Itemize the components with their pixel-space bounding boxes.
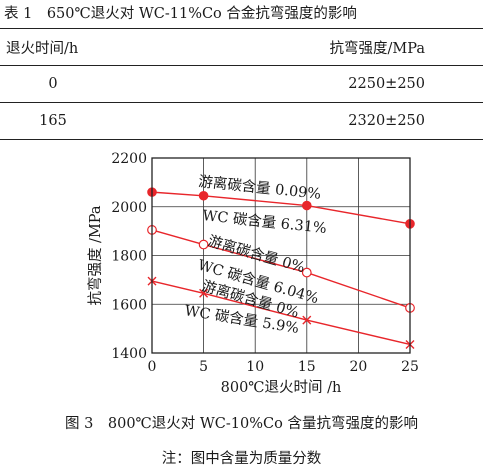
- series-line: [151, 229, 411, 309]
- column-header-bending-strength: 抗弯强度/MPa: [106, 28, 483, 66]
- table-row: 0 2250±250: [0, 65, 483, 103]
- y-axis-label: 抗弯强度 /MPa: [87, 205, 104, 305]
- data-point: [198, 239, 209, 250]
- data-point: [199, 288, 209, 298]
- x-tick-label: 20: [349, 359, 367, 375]
- figure-note: 注：图中含量为质量分数: [161, 451, 322, 467]
- x-axis-label: 800℃退火时间 /h: [221, 379, 342, 396]
- y-tick-label: 2000: [111, 200, 147, 216]
- x-tick-label: 10: [246, 359, 264, 375]
- data-point: [301, 267, 312, 278]
- table-row: 165 2320±250: [0, 102, 483, 140]
- bending-strength-chart: 游离碳含量 0.09%WC 碳含量 6.31%游离碳含量 0%WC 碳含量 6.…: [87, 151, 419, 396]
- figure-caption: 图 3 800℃退火对 WC-10%Co 含量抗弯强度的影响: [65, 416, 418, 432]
- series-annotation: WC 碳含量 6.31%: [202, 207, 328, 237]
- x-tick-label: 0: [148, 359, 157, 375]
- data-point: [302, 200, 312, 211]
- series-annotation: 游离碳含量 0.09%: [198, 173, 322, 203]
- table-cell-strength: 2320±250: [106, 102, 483, 140]
- data-point: [198, 190, 209, 201]
- data-table: 退火时间/h 抗弯强度/MPa 0 2250±250 165 2320±250: [0, 28, 483, 140]
- y-tick-label: 1600: [111, 297, 147, 313]
- x-tick-label: 5: [199, 359, 208, 375]
- series-line: [151, 191, 411, 225]
- table-cell-strength: 2250±250: [106, 65, 483, 103]
- x-tick-label: 15: [298, 359, 316, 375]
- table-header-row: 退火时间/h 抗弯强度/MPa: [0, 28, 483, 66]
- data-point: [302, 315, 312, 325]
- x-tick-label: 25: [401, 359, 419, 375]
- chart-axes: 1400 1600 1800 2000 2200 0 5 10 15 20 25 800℃退火时间 /…: [87, 151, 419, 396]
- chart-grid: [152, 158, 410, 353]
- chart-series: [147, 187, 415, 349]
- table-cell-time: 165: [0, 102, 106, 140]
- y-tick-label: 1400: [111, 346, 147, 362]
- y-tick-label: 1800: [111, 249, 147, 265]
- series-line: [151, 280, 411, 346]
- y-tick-label: 2200: [111, 151, 147, 167]
- table-cell-time: 0: [0, 65, 106, 103]
- column-header-annealing-time: 退火时间/h: [0, 28, 106, 66]
- table-caption: 表 1 650℃退火对 WC-11%Co 合金抗弯强度的影响: [4, 6, 357, 22]
- plot-frame: [151, 157, 411, 354]
